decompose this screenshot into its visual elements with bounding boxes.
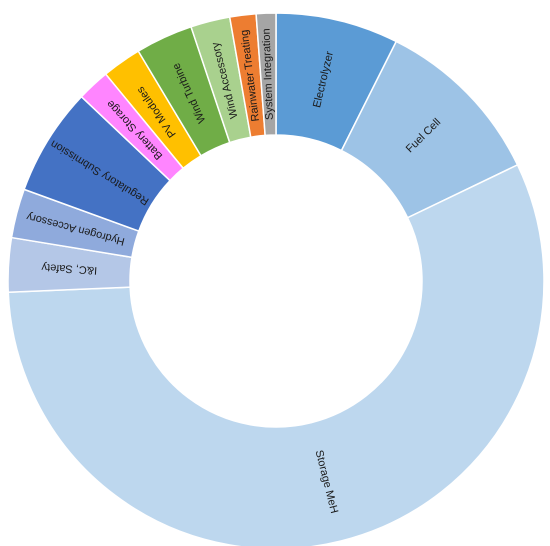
label-iandc-safety: I&C, Safety bbox=[41, 261, 98, 276]
label-system-integration: System Integration bbox=[261, 28, 276, 120]
slice-storage-meh bbox=[7, 163, 545, 546]
slices-group bbox=[7, 12, 545, 546]
slice-system-integration bbox=[255, 12, 277, 137]
